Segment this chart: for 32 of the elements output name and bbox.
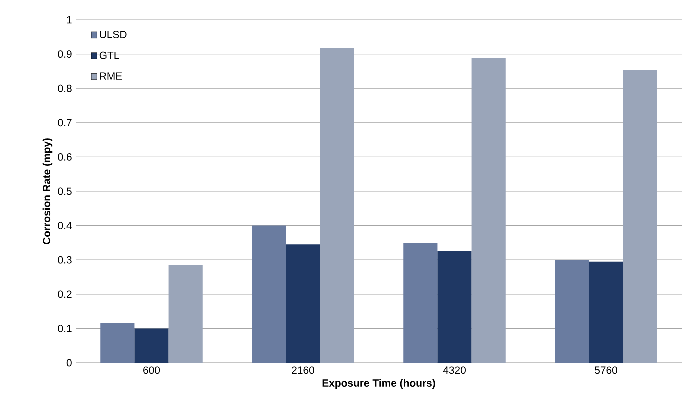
- x-axis-title: Exposure Time (hours): [322, 379, 436, 390]
- bar: [589, 262, 624, 363]
- y-tick-label: 0.8: [58, 84, 72, 92]
- y-tick-label: 0.1: [58, 325, 72, 332]
- y-axis-title: Corrosion Rate (mpy): [42, 138, 53, 245]
- x-tick-label: 2160: [292, 366, 314, 374]
- x-tick-label: 600: [144, 366, 160, 374]
- y-tick-label: 0.6: [58, 154, 72, 161]
- bar: [320, 48, 354, 363]
- bar: [438, 252, 472, 363]
- y-tick-label: 0: [66, 359, 72, 367]
- bar: [168, 265, 203, 363]
- legend-label: RME: [100, 72, 122, 80]
- y-tick-label: 1: [67, 16, 72, 24]
- bar: [472, 58, 506, 363]
- y-tick-label: 0.5: [58, 188, 72, 196]
- bar: [555, 260, 590, 363]
- y-tick-label: 0.3: [58, 256, 72, 264]
- y-tick-label: 0.4: [58, 222, 72, 230]
- legend-label: GTL: [100, 52, 120, 60]
- bar: [100, 324, 135, 363]
- bar: [252, 226, 286, 363]
- bar: [623, 70, 658, 363]
- y-tick-label: 0.9: [58, 50, 72, 58]
- y-tick-label: 0.2: [58, 290, 72, 298]
- bar: [286, 244, 320, 363]
- x-tick-label: 4320: [443, 366, 466, 374]
- legend-label: ULSD: [100, 31, 127, 38]
- bar: [134, 328, 169, 363]
- bar: [404, 242, 438, 363]
- y-tick-label: 0.7: [58, 119, 72, 127]
- x-tick-label: 5760: [595, 366, 618, 374]
